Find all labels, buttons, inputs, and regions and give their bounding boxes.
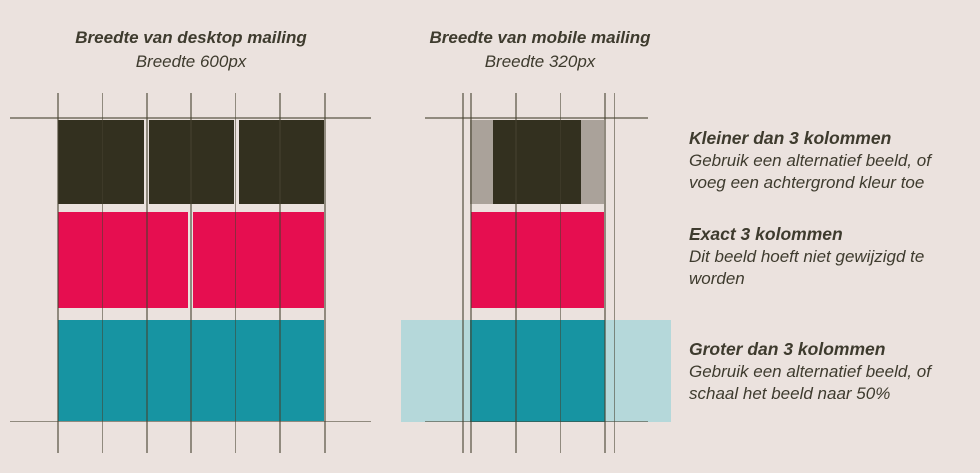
annotation-text-line: voeg een achtergrond kleur toe: [689, 173, 925, 192]
desktop-grid-line-vertical-6: [279, 93, 281, 453]
desktop-grid-line-top: [10, 117, 371, 119]
mobile-grid-line-top: [425, 117, 648, 119]
mobile-row2-image: [471, 212, 604, 308]
desktop-subtitle: Breedte 600px: [135, 52, 247, 71]
desktop-grid-line-vertical-5: [234, 93, 236, 453]
desktop-title: Breedte van desktop mailing: [75, 28, 307, 47]
mobile-row3-image: [470, 320, 605, 422]
mobile-grid-line-vertical-4: [604, 93, 606, 453]
desktop-title-block: Breedte van desktop mailing Breedte 600p…: [40, 26, 342, 74]
annotation-larger-than-3-columns: Groter dan 3 kolommen Gebruik een altern…: [689, 338, 969, 406]
annotation-text-line: Gebruik een alternatief beeld, of: [689, 150, 931, 170]
desktop-grid-line-vertical-3: [146, 93, 148, 453]
desktop-row1-image-3: [239, 120, 324, 204]
desktop-grid-line-bottom: [10, 420, 371, 422]
desktop-grid-line-vertical-4: [190, 93, 192, 453]
annotation-heading: Exact 3 kolommen: [689, 224, 843, 244]
mobile-edge-line-right: [613, 93, 615, 453]
mobile-grid-line-bottom: [425, 420, 648, 422]
annotation-smaller-than-3-columns: Kleiner dan 3 kolommen Gebruik een alter…: [689, 127, 969, 195]
desktop-grid-line-vertical-2: [101, 93, 103, 453]
annotation-exactly-3-columns: Exact 3 kolommen Dit beeld hoeft niet ge…: [689, 223, 969, 291]
annotation-text-line: Gebruik een alternatief beeld, of: [689, 361, 931, 381]
desktop-row2-image-2: [193, 212, 324, 308]
annotation-text-line: schaal het beeld naar 50%: [689, 384, 891, 403]
mobile-title: Breedte van mobile mailing: [429, 28, 651, 47]
desktop-row1-image-1: [58, 120, 144, 204]
mobile-grid-line-vertical-3: [559, 93, 561, 453]
annotation-heading: Kleiner dan 3 kolommen: [689, 128, 892, 148]
desktop-row2-image-1: [58, 212, 188, 308]
desktop-grid-line-vertical-1: [57, 93, 59, 453]
annotation-text-line: Dit beeld hoeft niet gewijzigd te: [689, 246, 925, 266]
annotation-text-line: worden: [689, 269, 745, 288]
annotation-heading: Groter dan 3 kolommen: [689, 339, 886, 359]
mobile-grid-line-vertical-2: [515, 93, 517, 453]
mobile-row1-image: [493, 120, 581, 204]
mobile-subtitle: Breedte 320px: [484, 52, 596, 71]
desktop-row1-image-2: [149, 120, 234, 204]
mobile-edge-line-left: [462, 93, 464, 453]
mobile-grid-line-vertical-1: [470, 93, 472, 453]
mobile-title-block: Breedte van mobile mailing Breedte 320px: [420, 26, 660, 74]
desktop-grid-line-vertical-7: [324, 93, 326, 453]
